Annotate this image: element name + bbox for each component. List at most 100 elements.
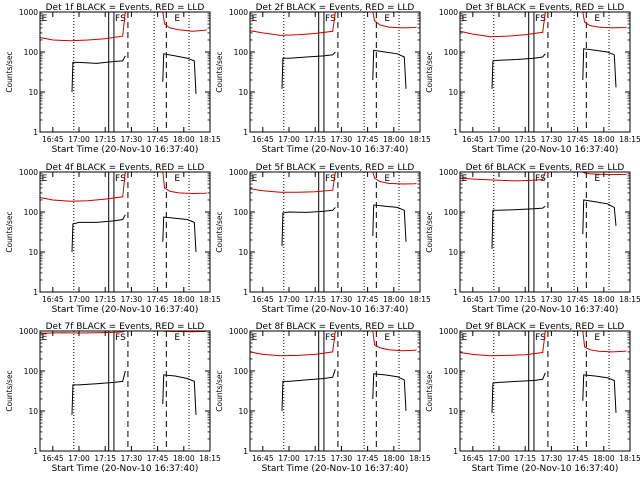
plot-frame [249, 171, 421, 293]
x-tick-label: 17:30 [541, 295, 563, 304]
x-tick-label: 18:00 [173, 454, 195, 463]
chart-panel-3: Det 3f BLACK = Events, RED = LLD Counts/s… [425, 3, 640, 155]
y-tick-label: 10 [238, 248, 248, 257]
series-lld-line [582, 330, 627, 353]
y-tick-label: 100 [444, 208, 459, 217]
y-axis-label: Counts/sec [425, 211, 434, 252]
marker-label-e1: E [252, 333, 258, 343]
x-tick-label: 17:45 [147, 454, 169, 463]
y-tick-label: 100 [444, 367, 459, 376]
y-axis-label: Counts/sec [425, 51, 434, 92]
x-tick-label: 18:15 [619, 295, 640, 304]
series-events-line [162, 53, 197, 94]
x-axis-label: Start Time (20-Nov-10 16:37:40) [52, 305, 199, 315]
marker-label-e2: E [384, 333, 390, 343]
marker-label-s: S [330, 333, 336, 343]
series-events-line [71, 214, 126, 253]
x-tick-label: 18:15 [409, 454, 431, 463]
marker-label-e1: E [462, 174, 468, 184]
x-tick-label: 18:00 [383, 135, 405, 144]
y-tick-label: 100 [444, 48, 459, 57]
marker-label-f: F [115, 333, 120, 343]
y-tick-label: 1000 [229, 327, 248, 336]
x-tick-label: 17:00 [278, 135, 300, 144]
x-axis-label: Start Time (20-Nov-10 16:37:40) [472, 305, 619, 315]
x-tick-label: 17:00 [68, 135, 90, 144]
x-axis-label: Start Time (20-Nov-10 16:37:40) [262, 145, 409, 155]
x-tick-label: 17:00 [488, 135, 510, 144]
x-axis-label: Start Time (20-Nov-10 16:37:40) [262, 305, 409, 315]
series-events-line [582, 374, 617, 413]
marker-label-e1: E [252, 174, 258, 184]
x-tick-label: 17:15 [514, 135, 536, 144]
series-events-line [582, 48, 617, 88]
x-tick-label: 17:15 [304, 135, 326, 144]
chart-panel-5: Det 5f BLACK = Events, RED = LLD Counts/s… [215, 163, 431, 315]
marker-label-e1: E [462, 333, 468, 343]
x-tick-label: 16:45 [252, 295, 274, 304]
series-lld-line [459, 330, 546, 357]
marker-label-s: S [540, 333, 546, 343]
chart-panel-8: Det 8f BLACK = Events, RED = LLD Counts/s… [215, 322, 431, 474]
marker-label-f: F [115, 174, 120, 184]
x-tick-label: 17:15 [304, 454, 326, 463]
x-tick-label: 16:45 [42, 295, 64, 304]
marker-label-s: S [330, 14, 336, 24]
x-tick-label: 18:15 [619, 135, 640, 144]
marker-label-f: F [325, 174, 330, 184]
marker-label-e2: E [174, 333, 180, 343]
x-axis-label: Start Time (20-Nov-10 16:37:40) [262, 464, 409, 474]
y-tick-label: 1000 [19, 8, 38, 17]
y-tick-label: 1000 [439, 327, 458, 336]
chart-panel-1: Det 1f BLACK = Events, RED = LLD Counts/s… [5, 3, 221, 155]
chart-title: Det 7f BLACK = Events, RED = LLD [46, 322, 205, 332]
marker-label-e2: E [594, 174, 600, 184]
x-tick-label: 18:15 [619, 454, 640, 463]
series-events-line [372, 204, 407, 242]
x-tick-label: 17:30 [121, 454, 143, 463]
series-events-line [71, 55, 126, 93]
marker-label-e1: E [462, 14, 468, 24]
y-tick-label: 1 [33, 128, 38, 137]
series-lld-line [249, 330, 336, 357]
x-tick-label: 17:15 [94, 454, 116, 463]
x-tick-label: 17:00 [278, 295, 300, 304]
series-events-line [281, 207, 336, 247]
x-tick-label: 18:00 [383, 454, 405, 463]
x-axis-label: Start Time (20-Nov-10 16:37:40) [52, 145, 199, 155]
marker-label-e2: E [174, 174, 180, 184]
x-tick-label: 17:45 [567, 135, 589, 144]
y-tick-label: 1 [453, 288, 458, 297]
series-events-line [491, 53, 546, 89]
x-tick-label: 18:15 [409, 295, 431, 304]
x-tick-label: 17:45 [147, 135, 169, 144]
chart-title: Det 1f BLACK = Events, RED = LLD [46, 3, 205, 13]
marker-label-f: F [535, 14, 540, 24]
marker-label-e1: E [42, 174, 48, 184]
y-axis-label: Counts/sec [5, 370, 14, 411]
chart-title: Det 9f BLACK = Events, RED = LLD [466, 322, 625, 332]
x-tick-label: 18:15 [409, 135, 431, 144]
y-tick-label: 1000 [229, 168, 248, 177]
x-tick-label: 17:45 [567, 295, 589, 304]
plot-frame [249, 11, 421, 133]
x-tick-label: 18:00 [383, 295, 405, 304]
x-tick-label: 17:00 [68, 454, 90, 463]
x-tick-label: 16:45 [462, 135, 484, 144]
marker-label-e1: E [252, 14, 258, 24]
marker-label-e2: E [594, 333, 600, 343]
x-tick-label: 18:15 [199, 295, 221, 304]
series-lld-line [372, 330, 417, 352]
y-tick-label: 10 [448, 407, 458, 416]
series-lld-line [372, 171, 417, 185]
chart-title: Det 3f BLACK = Events, RED = LLD [466, 3, 625, 13]
plot-frame [39, 171, 211, 293]
marker-label-s: S [120, 333, 126, 343]
y-tick-label: 10 [238, 88, 248, 97]
x-axis-label: Start Time (20-Nov-10 16:37:40) [52, 464, 199, 474]
x-tick-label: 17:30 [331, 135, 353, 144]
x-tick-label: 17:30 [331, 295, 353, 304]
y-axis-label: Counts/sec [215, 370, 224, 411]
chart-panel-6: Det 6f BLACK = Events, RED = LLD Counts/s… [425, 163, 640, 315]
y-tick-label: 1 [243, 288, 248, 297]
